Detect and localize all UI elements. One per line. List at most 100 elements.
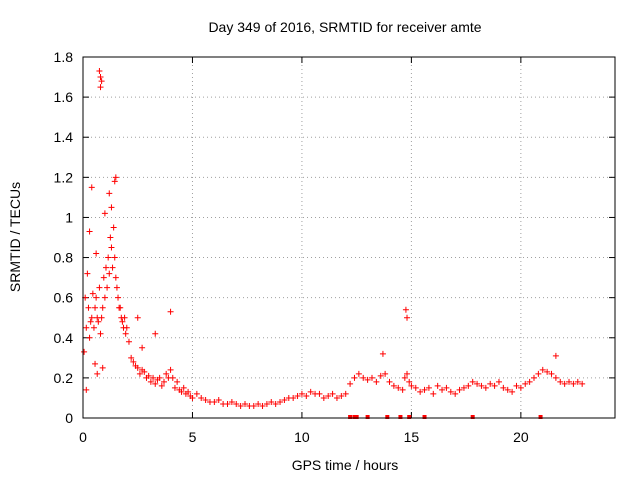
x-axis-label: GPS time / hours — [292, 457, 399, 473]
data-point — [390, 382, 397, 389]
y-tick-label: 1.6 — [54, 89, 74, 105]
data-point — [404, 314, 411, 321]
data-point — [93, 250, 100, 257]
data-point — [152, 330, 159, 337]
y-tick-label: 1 — [65, 209, 73, 225]
cycle-slip-marker — [352, 415, 357, 419]
data-point — [113, 284, 120, 291]
x-tick-label: 15 — [404, 429, 420, 445]
data-point — [382, 370, 389, 377]
data-point — [178, 388, 185, 395]
data-point — [351, 374, 358, 381]
data-point — [566, 378, 573, 385]
data-point — [316, 390, 323, 397]
data-point — [185, 388, 192, 395]
data-point — [425, 384, 432, 391]
data-point — [495, 378, 502, 385]
data-point — [399, 386, 406, 393]
data-point — [368, 374, 375, 381]
data-point — [272, 400, 279, 407]
data-point — [250, 402, 257, 409]
cycle-slip-marker — [538, 415, 543, 419]
data-point — [557, 378, 564, 385]
data-point — [87, 318, 94, 325]
data-point — [233, 400, 240, 407]
data-point — [211, 398, 218, 405]
data-point — [89, 290, 96, 297]
data-point — [99, 304, 106, 311]
data-point — [395, 384, 402, 391]
data-point — [111, 178, 118, 185]
data-point — [364, 376, 371, 383]
x-axis-ticks: 0 5 10 15 20 — [79, 57, 529, 445]
data-point — [97, 84, 104, 91]
y-tick-label: 0.6 — [54, 290, 74, 306]
x-tick-label: 20 — [513, 429, 529, 445]
data-point — [482, 384, 489, 391]
data-point — [513, 382, 520, 389]
data-point — [125, 338, 132, 345]
data-point — [548, 370, 555, 377]
data-point — [171, 384, 178, 391]
y-axis-ticks: 0 0.2 0.4 0.6 0.8 1 1.2 1.4 1.6 1.8 — [54, 49, 615, 426]
data-point — [134, 314, 141, 321]
data-point — [561, 380, 568, 387]
cycle-slip-marker — [470, 415, 475, 419]
data-point — [112, 274, 119, 281]
data-point — [237, 402, 244, 409]
data-point — [139, 344, 146, 351]
data-point — [434, 382, 441, 389]
data-point — [347, 380, 354, 387]
data-point — [106, 270, 113, 277]
data-point — [111, 254, 118, 261]
data-point — [544, 368, 551, 375]
data-point — [167, 308, 174, 315]
data-point — [84, 270, 91, 277]
data-point — [100, 274, 107, 281]
data-point — [430, 390, 437, 397]
data-point — [102, 264, 109, 271]
data-point — [193, 390, 200, 397]
data-point — [86, 228, 93, 235]
cycle-slip-marker — [365, 415, 370, 419]
data-point — [96, 68, 103, 75]
x-tick-label: 0 — [79, 429, 87, 445]
data-point — [465, 382, 472, 389]
data-point — [97, 74, 104, 81]
data-point — [281, 396, 288, 403]
y-tick-label: 1.2 — [54, 169, 74, 185]
data-point — [99, 364, 106, 371]
data-point — [174, 378, 181, 385]
data-point — [109, 264, 116, 271]
data-point — [83, 386, 90, 393]
data-point — [158, 382, 165, 389]
data-point — [86, 334, 93, 341]
data-point — [355, 370, 362, 377]
data-point — [81, 348, 88, 355]
cycle-slip-markers — [348, 415, 543, 419]
data-point — [136, 370, 143, 377]
data-point — [202, 396, 209, 403]
plot-frame — [82, 56, 616, 419]
data-point — [570, 380, 577, 387]
data-point — [156, 374, 163, 381]
cycle-slip-marker — [422, 415, 427, 419]
data-point — [517, 384, 524, 391]
data-point — [579, 380, 586, 387]
data-point — [121, 314, 128, 321]
data-point — [104, 284, 111, 291]
data-point — [456, 386, 463, 393]
y-tick-label: 0.4 — [54, 330, 74, 346]
data-point — [161, 378, 168, 385]
data-point — [141, 368, 148, 375]
data-point — [101, 294, 108, 301]
data-point — [338, 392, 345, 399]
data-point — [522, 380, 529, 387]
data-point — [447, 388, 454, 395]
data-point — [224, 400, 231, 407]
data-point — [290, 394, 297, 401]
data-point — [85, 304, 92, 311]
data-point — [412, 384, 419, 391]
data-point — [98, 78, 105, 85]
data-point — [96, 284, 103, 291]
